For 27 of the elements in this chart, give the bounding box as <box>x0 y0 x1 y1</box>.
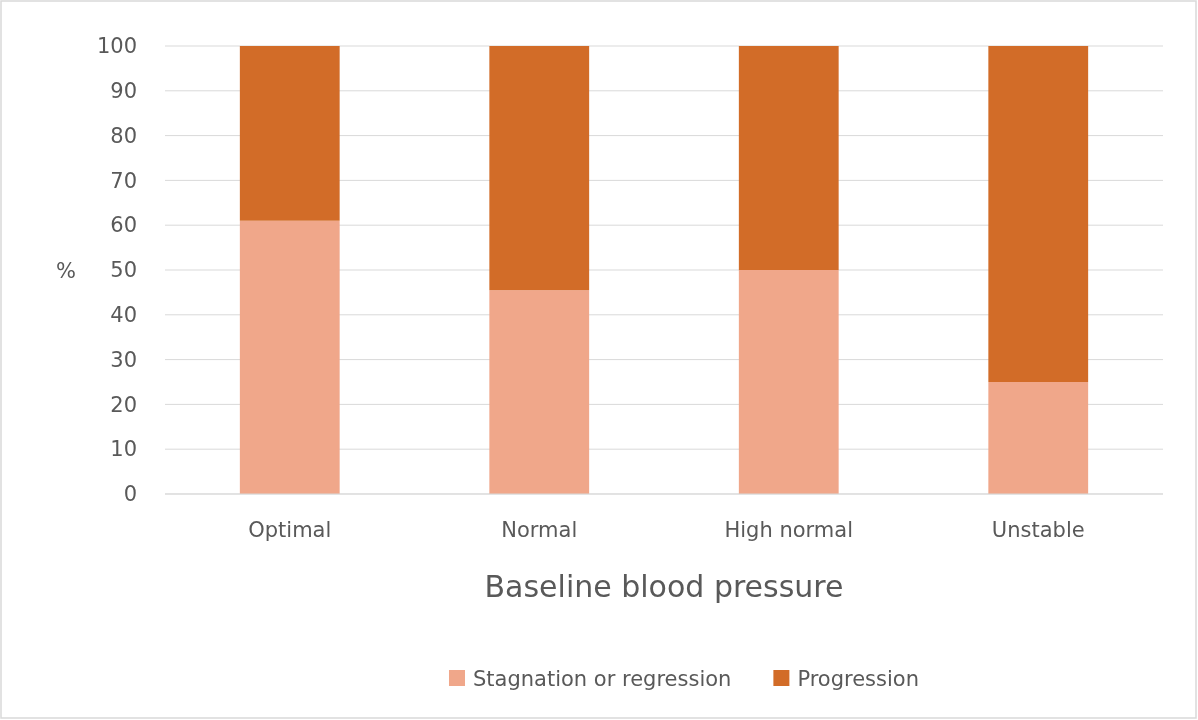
x-tick-label: Normal <box>501 517 578 542</box>
x-tick-label: Optimal <box>248 517 332 542</box>
bar <box>988 382 1089 494</box>
y-tick-label: 10 <box>110 437 137 462</box>
y-tick-label: 20 <box>110 392 137 417</box>
y-tick-label: 60 <box>110 213 137 238</box>
bar <box>489 290 590 494</box>
x-tick-label: Unstable <box>991 517 1085 542</box>
y-tick-label: 70 <box>110 168 137 193</box>
y-tick-label: 40 <box>110 303 137 328</box>
y-tick-label: 30 <box>110 347 137 372</box>
bar <box>489 46 590 291</box>
x-axis-title: Baseline blood pressure <box>484 569 844 604</box>
y-tick-label: 100 <box>96 34 137 59</box>
y-tick-label: 0 <box>123 482 137 507</box>
bar <box>738 46 839 270</box>
y-tick-label: 80 <box>110 123 137 148</box>
bar <box>239 46 340 221</box>
bar <box>738 270 839 494</box>
x-tick-label: High normal <box>724 517 854 542</box>
legend-label: Stagnation or regression <box>472 667 732 691</box>
bar <box>988 46 1089 382</box>
y-axis-title: % <box>56 259 76 283</box>
y-tick-label: 50 <box>110 258 137 283</box>
bar <box>239 220 340 494</box>
y-tick-label: 90 <box>110 79 137 104</box>
legend-label: Progression <box>797 667 920 691</box>
